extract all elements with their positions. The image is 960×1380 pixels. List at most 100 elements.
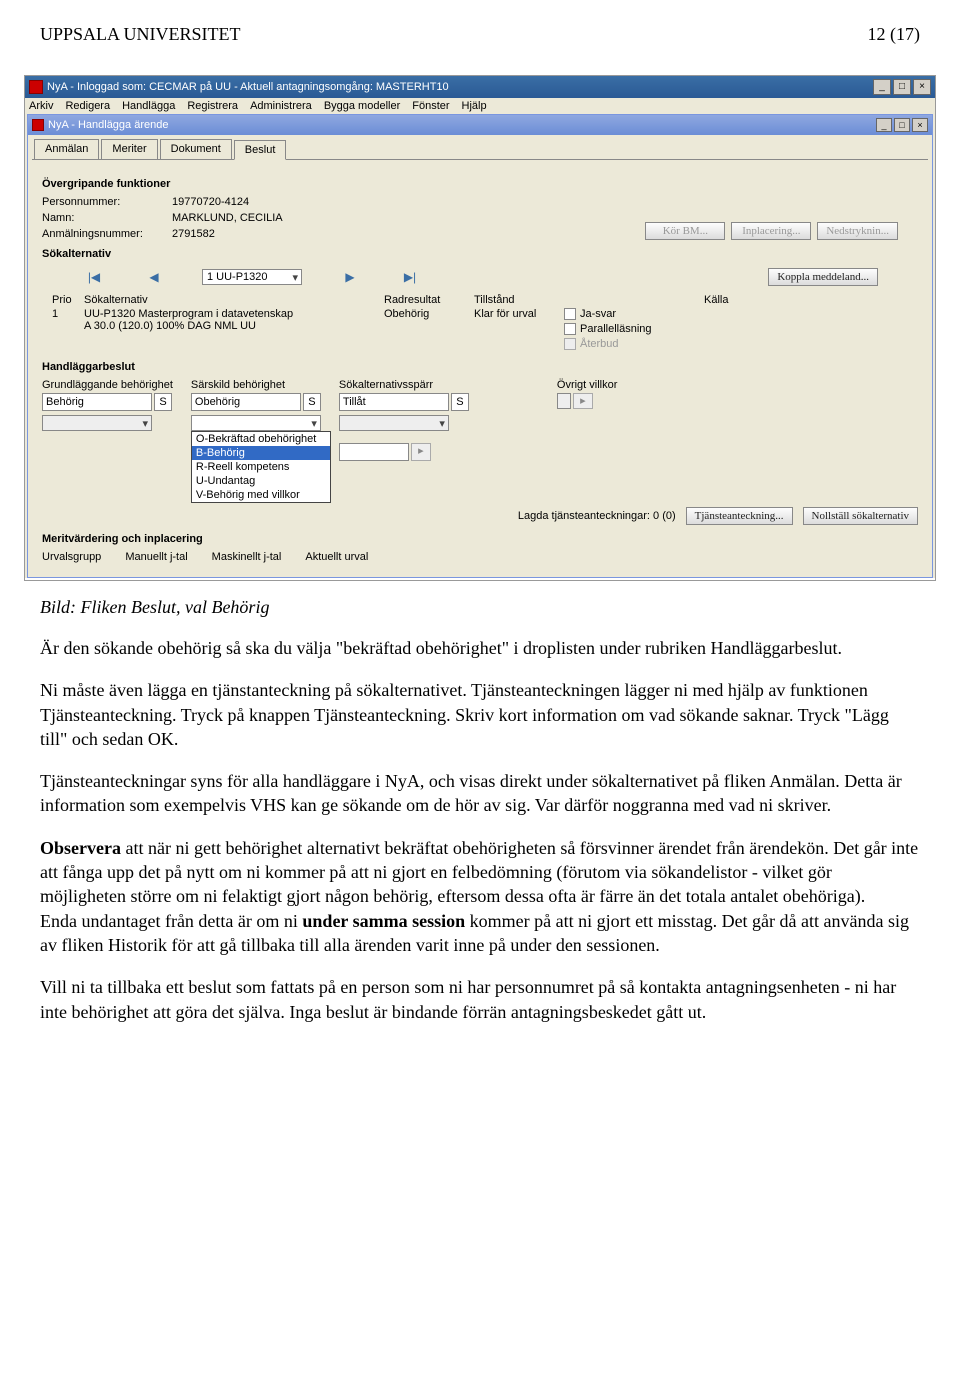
- col-sokalt: Sökalternativ: [84, 294, 384, 306]
- doc-header-left: UPPSALA UNIVERSITET: [40, 24, 241, 45]
- para-5: Vill ni ta tillbaka ett beslut som fatta…: [40, 975, 920, 1024]
- col-prio: Prio: [52, 294, 84, 306]
- ssp-dropdown[interactable]: [339, 415, 449, 431]
- merit-col-0: Urvalsgrupp: [42, 551, 101, 563]
- gb-input[interactable]: [42, 393, 152, 411]
- label-namn: Namn:: [42, 212, 172, 224]
- nav-prev-icon[interactable]: ◀: [142, 270, 166, 284]
- aterbud-label: Återbud: [580, 338, 619, 350]
- menu-fonster[interactable]: Fönster: [412, 100, 449, 112]
- nollstall-button[interactable]: Nollställ sökalternativ: [803, 507, 918, 525]
- go-icon[interactable]: ▸: [411, 443, 431, 461]
- child-close[interactable]: ×: [912, 118, 928, 132]
- sb-dropdown-list: O-Bekräftad obehörighet B-Behörig R-Reel…: [191, 431, 331, 503]
- merit-col-3: Aktuellt urval: [305, 551, 368, 563]
- menu-arkiv[interactable]: Arkiv: [29, 100, 53, 112]
- menubar: Arkiv Redigera Handlägga Registrera Admi…: [25, 98, 935, 114]
- jasvar-label: Ja-svar: [580, 308, 616, 320]
- label-sarskild: Särskild behörighet: [191, 379, 321, 391]
- extra-input[interactable]: [339, 443, 409, 461]
- menu-handlagga[interactable]: Handlägga: [122, 100, 175, 112]
- tab-meriter[interactable]: Meriter: [101, 139, 157, 159]
- ovrigt-go-icon[interactable]: ▸: [573, 393, 593, 409]
- label-personnummer: Personnummer:: [42, 196, 172, 208]
- aterbud-checkbox: [564, 338, 576, 350]
- row-prio: 1: [52, 308, 84, 353]
- window-title: NyA - Inloggad som: CECMAR på UU - Aktue…: [47, 81, 449, 93]
- ddopt-2[interactable]: R-Reell kompetens: [192, 460, 330, 474]
- kor-bm-button[interactable]: Kör BM...: [645, 222, 725, 240]
- parallel-checkbox[interactable]: [564, 323, 576, 335]
- child-title: NyA - Handlägga ärende: [48, 119, 168, 131]
- ddopt-3[interactable]: U-Undantag: [192, 474, 330, 488]
- body-text: Är den sökande obehörig så ska du välja …: [40, 636, 920, 1024]
- close-button[interactable]: ×: [913, 79, 931, 95]
- ssp-input[interactable]: [339, 393, 449, 411]
- menu-bygga[interactable]: Bygga modeller: [324, 100, 400, 112]
- sb-dropdown[interactable]: [191, 415, 321, 431]
- maximize-button[interactable]: □: [893, 79, 911, 95]
- value-anmnr: 2791582: [172, 228, 215, 240]
- sokalt-selector[interactable]: 1 UU-P1320: [202, 269, 302, 285]
- ssp-s-input[interactable]: [451, 393, 469, 411]
- section-merit-title: Meritvärdering och inplacering: [42, 533, 918, 545]
- label-sokaltsparr: Sökalternativsspärr: [339, 379, 469, 391]
- row-sokalt: UU-P1320 Masterprogram i datavetenskap A…: [84, 308, 384, 353]
- child-titlebar: NyA - Handlägga ärende _ □ ×: [28, 115, 932, 135]
- tjansteanteckning-button[interactable]: Tjänsteanteckning...: [686, 507, 793, 525]
- parallel-label: Parallelläsning: [580, 323, 652, 335]
- doc-header-right: 12 (17): [868, 24, 921, 45]
- nav-last-icon[interactable]: ▶|: [398, 270, 422, 284]
- figure-caption: Bild: Fliken Beslut, val Behörig: [40, 597, 920, 618]
- para-2: Ni måste även lägga en tjänstanteckning …: [40, 678, 920, 751]
- tab-beslut[interactable]: Beslut: [234, 140, 287, 160]
- merit-col-1: Manuellt j-tal: [125, 551, 187, 563]
- app-window: NyA - Inloggad som: CECMAR på UU - Aktue…: [24, 75, 936, 581]
- menu-registrera[interactable]: Registrera: [187, 100, 238, 112]
- section-overgripande-title: Övergripande funktioner: [42, 178, 918, 190]
- tab-panel-beslut: Övergripande funktioner Personnummer:197…: [32, 159, 928, 573]
- row-radresultat: Obehörig: [384, 308, 474, 353]
- ddopt-0[interactable]: O-Bekräftad obehörighet: [192, 432, 330, 446]
- tab-strip: Anmälan Meriter Dokument Beslut: [28, 135, 932, 159]
- child-minimize[interactable]: _: [876, 118, 892, 132]
- nav-next-icon[interactable]: ▶: [338, 270, 362, 284]
- ddopt-4[interactable]: V-Behörig med villkor: [192, 488, 330, 502]
- koppla-meddelande-button[interactable]: Koppla meddeland...: [768, 268, 878, 286]
- child-window: NyA - Handlägga ärende _ □ × Anmälan Mer…: [27, 114, 933, 578]
- col-radresultat: Radresultat: [384, 294, 474, 306]
- menu-hjalp[interactable]: Hjälp: [462, 100, 487, 112]
- para-4: Observera att när ni gett behörighet alt…: [40, 836, 920, 957]
- jasvar-checkbox[interactable]: [564, 308, 576, 320]
- col-kalla: Källa: [704, 294, 764, 306]
- sb-s-input[interactable]: [303, 393, 321, 411]
- titlebar: NyA - Inloggad som: CECMAR på UU - Aktue…: [25, 76, 935, 98]
- gb-s-input[interactable]: [154, 393, 172, 411]
- label-anmnr: Anmälningsnummer:: [42, 228, 172, 240]
- sb-input[interactable]: [191, 393, 301, 411]
- child-icon: [32, 119, 44, 131]
- tab-anmalan[interactable]: Anmälan: [34, 139, 99, 159]
- section-handlaggar-title: Handläggarbeslut: [42, 361, 918, 373]
- child-maximize[interactable]: □: [894, 118, 910, 132]
- ddopt-1[interactable]: B-Behörig: [192, 446, 330, 460]
- value-namn: MARKLUND, CECILIA: [172, 212, 283, 224]
- ovrigt-checkbox[interactable]: [557, 393, 571, 409]
- tab-dokument[interactable]: Dokument: [160, 139, 232, 159]
- lagda-text: Lagda tjänsteanteckningar: 0 (0): [518, 510, 676, 522]
- nav-first-icon[interactable]: |◀: [82, 270, 106, 284]
- para-1: Är den sökande obehörig så ska du välja …: [40, 636, 920, 660]
- col-tillstand: Tillstånd: [474, 294, 564, 306]
- minimize-button[interactable]: _: [873, 79, 891, 95]
- section-sokalt-title: Sökalternativ: [42, 248, 918, 260]
- nedstrykning-button[interactable]: Nedstryknin...: [817, 222, 898, 240]
- gb-dropdown[interactable]: [42, 415, 152, 431]
- menu-administrera[interactable]: Administrera: [250, 100, 312, 112]
- app-icon: [29, 80, 43, 94]
- menu-redigera[interactable]: Redigera: [65, 100, 110, 112]
- label-grundlaggande: Grundläggande behörighet: [42, 379, 173, 391]
- merit-col-2: Maskinellt j-tal: [212, 551, 282, 563]
- inplacering-button[interactable]: Inplacering...: [731, 222, 811, 240]
- value-personnummer: 19770720-4124: [172, 196, 249, 208]
- label-ovrigt: Övrigt villkor: [557, 379, 618, 391]
